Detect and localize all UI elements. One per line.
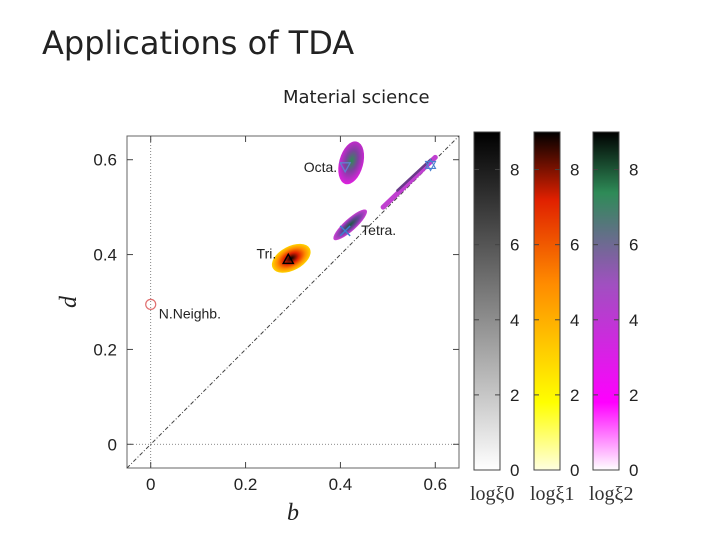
guide-lines (127, 136, 459, 468)
marker-tri (281, 252, 295, 265)
colorbar-0 (473, 131, 501, 471)
colorbar-tick-label: 2 (570, 386, 579, 405)
marker-nneighb (145, 298, 157, 310)
marker-star-down (424, 160, 437, 172)
x-tick-label: 0.6 (423, 475, 447, 494)
colorbar-tick-label: 8 (629, 161, 638, 180)
cluster-label: Octa. (304, 159, 337, 175)
y-tick-label: 0 (108, 435, 117, 454)
cluster-regions (271, 141, 438, 273)
marker-tetra (339, 225, 351, 237)
slide-subtitle: Material science (283, 87, 430, 108)
colorbar-tick-label: 8 (510, 161, 519, 180)
colorbar-label: logξ1 (530, 483, 574, 505)
plot-frame (126, 135, 460, 469)
marker-star-up (424, 158, 437, 170)
colorbar-label: logξ0 (470, 483, 514, 505)
colorbar-tick-label: 4 (629, 311, 638, 330)
colorbar-2 (592, 131, 620, 471)
cluster-label: N.Neighb. (159, 305, 221, 321)
region-octa (338, 141, 365, 185)
x-tick-label: 0.4 (329, 475, 353, 494)
y-tick-label: 0.2 (93, 340, 117, 359)
colorbar-tick-label: 8 (570, 161, 579, 180)
colorbar-tick-label: 2 (510, 386, 519, 405)
marker-octa (339, 162, 352, 174)
y-axis-label: d (56, 295, 82, 308)
x-axis-label: b (287, 500, 299, 526)
colorbar-tick-label: 6 (570, 236, 579, 255)
cluster-label: Tri. (257, 245, 277, 261)
region-streak-core (396, 158, 432, 192)
x-tick-label: 0.2 (234, 475, 258, 494)
colorbar-tick-label: 0 (510, 461, 519, 480)
axis-ticks: 0 0.2 0.4 0.6 0 0.2 0.4 0.6 (93, 136, 459, 494)
region-tetra (333, 209, 368, 241)
colorbar-label: logξ2 (589, 483, 633, 505)
cluster-label: Tetra. (361, 222, 396, 238)
colorbar-1 (533, 131, 561, 471)
cluster-markers: N.Neighb. Tri. Tetra. Octa. (145, 158, 437, 321)
colorbar-tick-label: 0 (629, 461, 638, 480)
colorbar-tick-label: 4 (570, 311, 579, 330)
colorbars: 0 2 4 6 8 logξ0 0 2 4 6 8 logξ1 0 2 4 6 8 logξ2 (470, 131, 638, 505)
colorbar-tick-label: 4 (510, 311, 519, 330)
y-tick-label: 0.4 (93, 246, 117, 265)
x-tick-label: 0 (146, 475, 155, 494)
slide-title: Applications of TDA (42, 24, 355, 62)
colorbar-tick-label: 2 (629, 386, 638, 405)
y-tick-label: 0.6 (93, 151, 117, 170)
colorbar-tick-label: 0 (570, 461, 579, 480)
colorbar-tick-label: 6 (629, 236, 638, 255)
colorbar-tick-label: 6 (510, 236, 519, 255)
diagonal-line (127, 136, 459, 468)
